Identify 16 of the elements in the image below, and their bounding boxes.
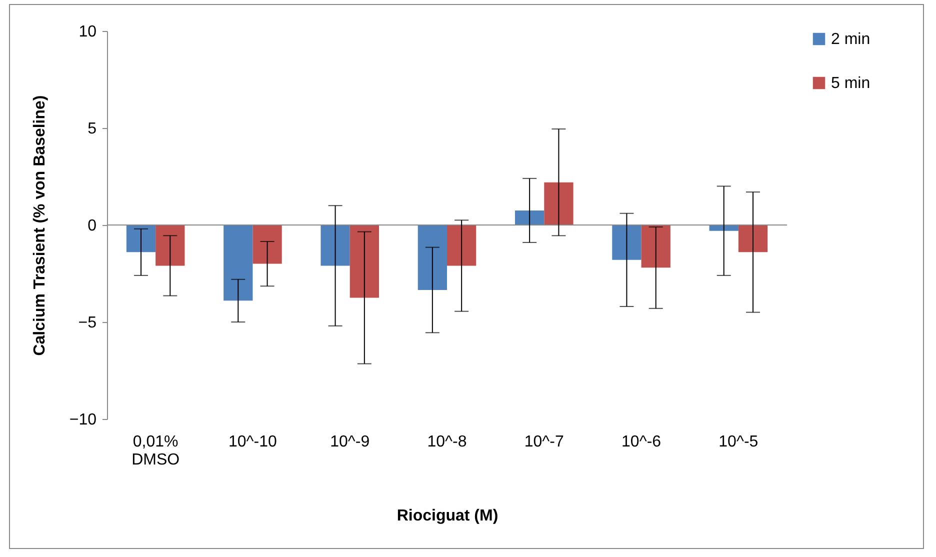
y-tick-label: −10 [69,412,97,428]
y-axis-title: Calcium Trasient (% von Baseline) [31,95,48,356]
y-tick-label: 10 [78,24,97,40]
x-axis-title: Riociguat (M) [396,508,498,524]
y-tick-label: −5 [78,314,97,332]
x-tick-label: 0,01% DMSO [132,434,180,468]
y-tick-label: 0 [88,218,97,234]
y-tick-label: 5 [88,120,97,138]
legend-label: 5 min [831,75,870,92]
x-tick-label: 10^-9 [330,434,370,450]
x-tick-label: 10^-6 [622,434,662,450]
x-tick-label: 10^-8 [427,434,467,450]
legend-label: 2 min [831,31,870,48]
x-tick-label: 10^-10 [228,434,278,450]
x-tick-label: 10^-7 [524,434,564,450]
x-tick-label: 10^-5 [718,434,758,450]
